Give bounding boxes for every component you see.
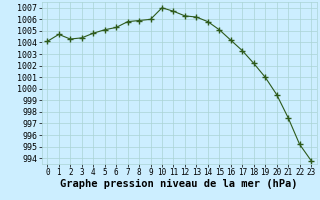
X-axis label: Graphe pression niveau de la mer (hPa): Graphe pression niveau de la mer (hPa) <box>60 179 298 189</box>
